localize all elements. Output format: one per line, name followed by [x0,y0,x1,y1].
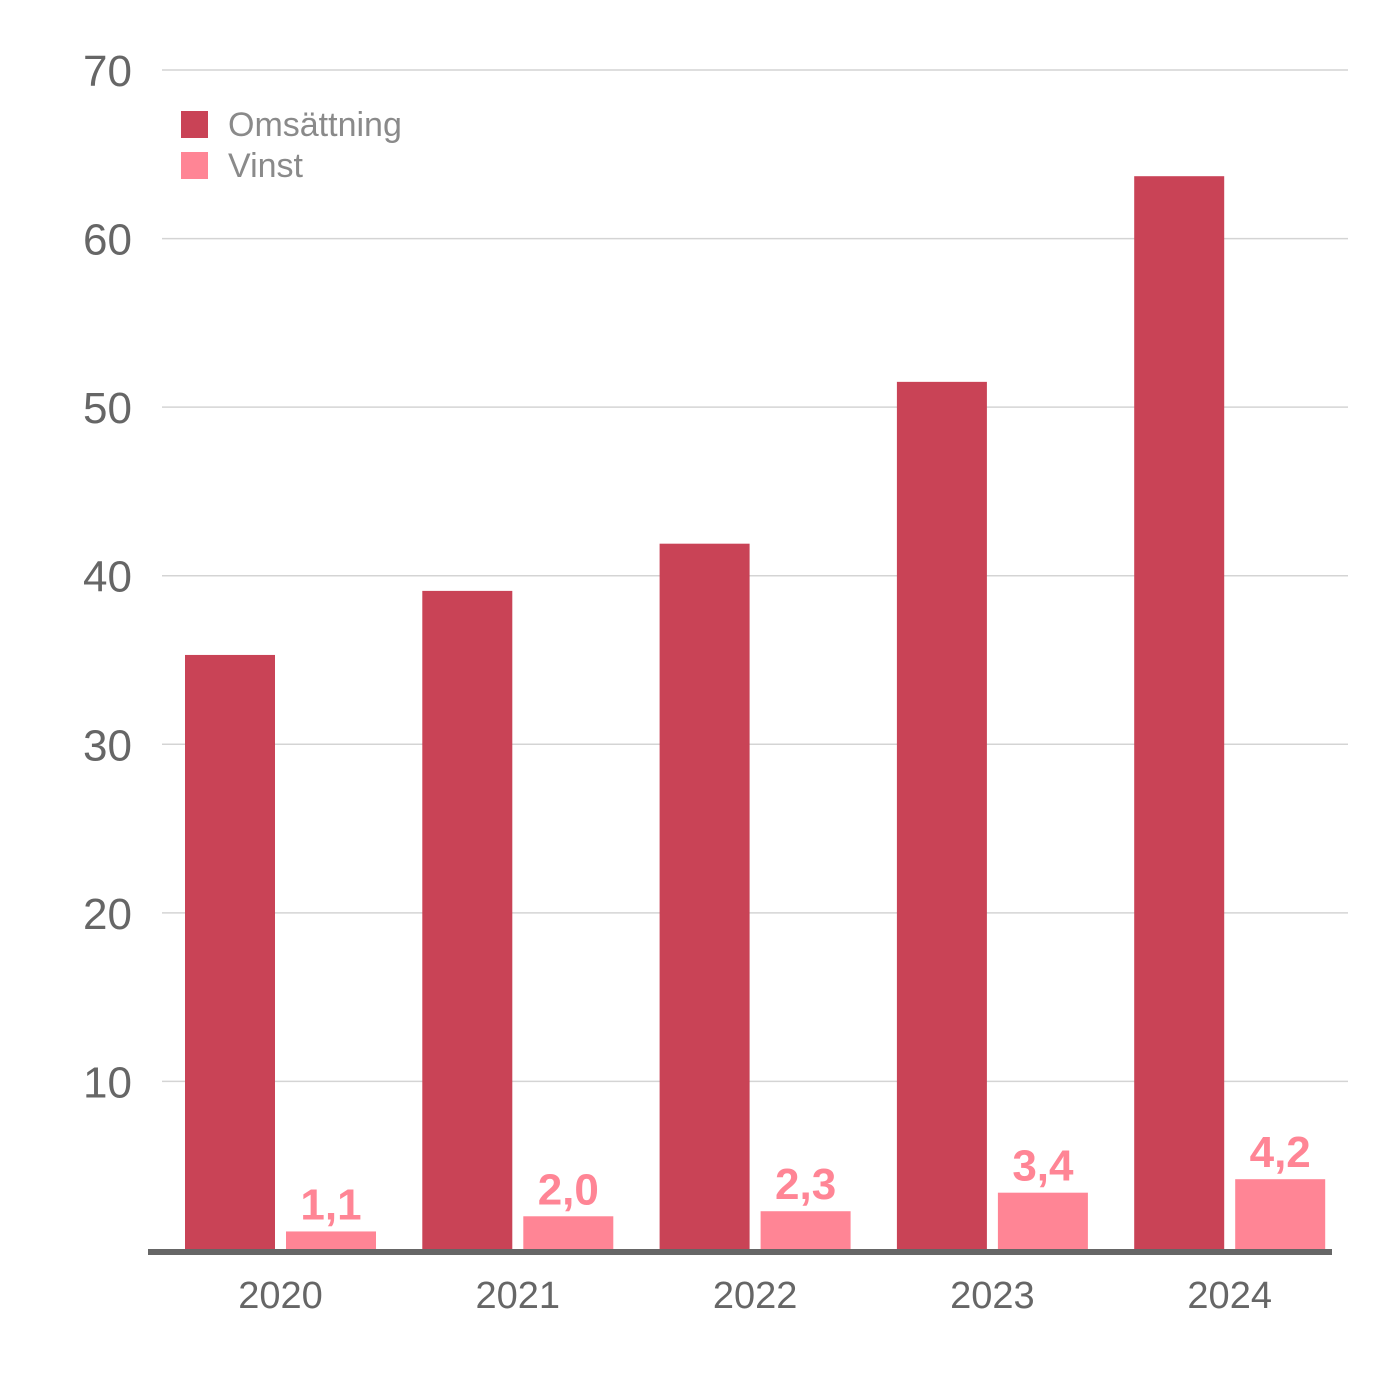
y-tick-label: 50 [83,384,132,433]
y-tick-label: 30 [83,721,132,770]
bar-omsattning-2020 [185,654,275,1250]
bar-omsattning-2021 [422,590,513,1250]
data-label: 3,4 [1012,1142,1074,1191]
data-label: 4,2 [1250,1128,1311,1177]
y-axis-ticks: 10 20 30 40 50 60 70 [83,47,132,1107]
legend-label: Vinst [228,147,304,185]
legend-label: Omsättning [228,106,402,144]
bar-vinst-2020 [286,1231,376,1250]
data-labels: 1,1 2,0 2,3 3,4 4,2 [300,1128,1310,1229]
gridlines [162,69,1348,1083]
y-tick-label: 40 [83,553,132,602]
bar-omsattning-2022 [659,543,750,1250]
legend-swatch [181,152,208,179]
bar-vinst-2022 [760,1211,851,1250]
x-tick-label: 2024 [1187,1275,1272,1317]
y-tick-label: 20 [83,890,132,939]
x-tick-label: 2023 [950,1275,1035,1317]
y-tick-label: 70 [83,47,132,96]
legend-swatch [181,111,208,138]
bar-vinst-2024 [1235,1179,1326,1250]
y-tick-label: 60 [83,216,132,265]
x-tick-label: 2022 [713,1275,798,1317]
data-label: 2,3 [775,1160,836,1209]
y-tick-label: 10 [83,1058,132,1107]
bar-omsattning-2024 [1134,176,1225,1251]
x-tick-label: 2020 [238,1275,323,1317]
data-label: 2,0 [538,1165,599,1214]
bar-omsattning-2023 [896,381,987,1250]
x-axis-ticks: 2020 2021 2022 2023 2024 [238,1275,1272,1317]
bar-vinst-2021 [523,1216,614,1250]
bars [185,176,1326,1251]
data-label: 1,1 [300,1180,361,1229]
x-axis-line [148,1249,1332,1255]
bar-vinst-2023 [997,1192,1088,1250]
x-tick-label: 2021 [476,1275,561,1317]
